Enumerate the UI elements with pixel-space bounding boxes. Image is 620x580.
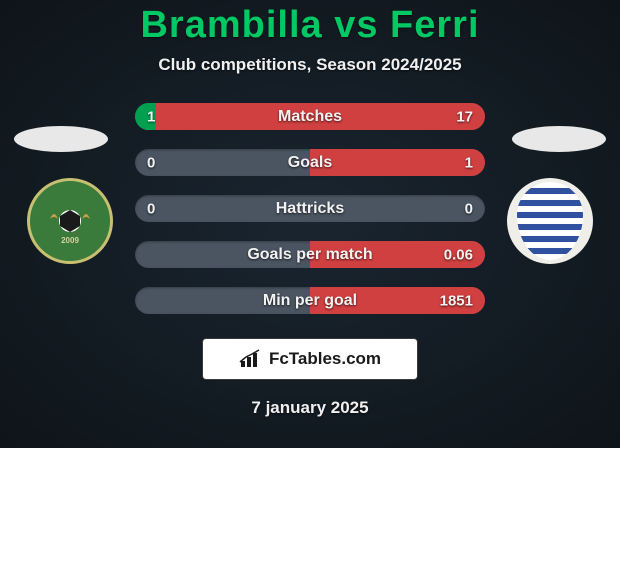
subtitle: Club competitions, Season 2024/2025 <box>158 55 461 75</box>
bar-chart-icon <box>239 349 263 369</box>
stat-row-hattricks: 0 Hattricks 0 <box>135 195 485 222</box>
stat-value-right: 17 <box>456 108 473 125</box>
stat-label: Matches <box>135 108 485 126</box>
stat-row-matches: 1 Matches 17 <box>135 103 485 130</box>
stat-value-right: 1 <box>465 154 473 171</box>
stat-row-goals-per-match: Goals per match 0.06 <box>135 241 485 268</box>
brand-badge: FcTables.com <box>202 338 418 380</box>
stats-container: 1 Matches 17 0 Goals 1 0 Hattricks 0 Goa… <box>0 103 620 314</box>
stat-label: Goals <box>135 154 485 172</box>
stat-row-goals: 0 Goals 1 <box>135 149 485 176</box>
stat-value-right: 1851 <box>440 292 473 309</box>
stat-label: Min per goal <box>135 292 485 310</box>
stat-value-right: 0.06 <box>444 246 473 263</box>
page-title: Brambilla vs Ferri <box>140 4 479 47</box>
date-text: 7 january 2025 <box>251 398 368 418</box>
stat-label: Goals per match <box>135 246 485 264</box>
brand-text: FcTables.com <box>269 349 381 369</box>
stat-value-right: 0 <box>465 200 473 217</box>
comparison-card: Brambilla vs Ferri Club competitions, Se… <box>0 0 620 448</box>
stat-row-min-per-goal: Min per goal 1851 <box>135 287 485 314</box>
stat-label: Hattricks <box>135 200 485 218</box>
